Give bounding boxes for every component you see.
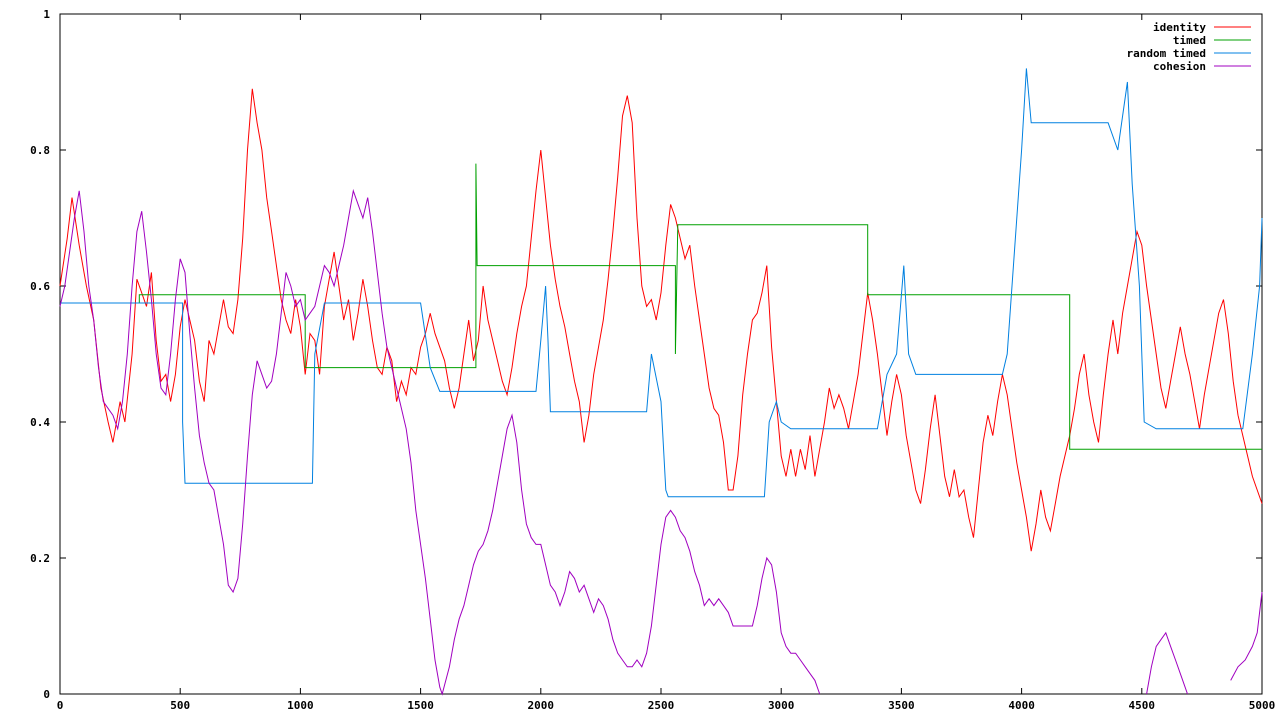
x-tick-label: 1000 — [287, 699, 314, 712]
series-line-cohesion-segment-5 — [1230, 591, 1263, 681]
x-tick-label: 3500 — [888, 699, 915, 712]
series-line-identity — [59, 88, 1263, 552]
y-tick-label: 0.6 — [30, 280, 50, 293]
series-line-cohesion-segment-4 — [1146, 631, 1188, 695]
legend-label-random-timed: random timed — [1127, 47, 1206, 60]
x-tick-label: 1500 — [407, 699, 434, 712]
y-tick-label: 0 — [43, 688, 50, 701]
y-tick-label: 0.8 — [30, 144, 50, 157]
series-line-timed — [60, 163, 1262, 450]
x-tick-label: 5000 — [1249, 699, 1276, 712]
legend-label-cohesion: cohesion — [1153, 60, 1206, 73]
series-line-cohesion — [59, 188, 821, 696]
series-line-random-timed — [60, 68, 1263, 498]
legend-label-timed: timed — [1173, 34, 1206, 47]
x-tick-label: 0 — [57, 699, 64, 712]
y-tick-label: 0.2 — [30, 552, 50, 565]
series-layer — [59, 68, 1263, 696]
x-tick-label: 2500 — [648, 699, 675, 712]
x-tick-label: 3000 — [768, 699, 795, 712]
y-tick-label: 1 — [43, 8, 50, 21]
x-tick-label: 4000 — [1008, 699, 1035, 712]
y-tick-label: 0.4 — [30, 416, 50, 429]
x-tick-label: 500 — [170, 699, 190, 712]
x-tick-label: 4500 — [1129, 699, 1156, 712]
legend-label-identity: identity — [1153, 21, 1206, 34]
plot-frame — [59, 13, 1263, 695]
axis-ticks: 0 500 1000 1500 2000 2500 3000 3500 4000 4500 5000… — [30, 8, 1275, 712]
x-tick-label: 2000 — [528, 699, 555, 712]
